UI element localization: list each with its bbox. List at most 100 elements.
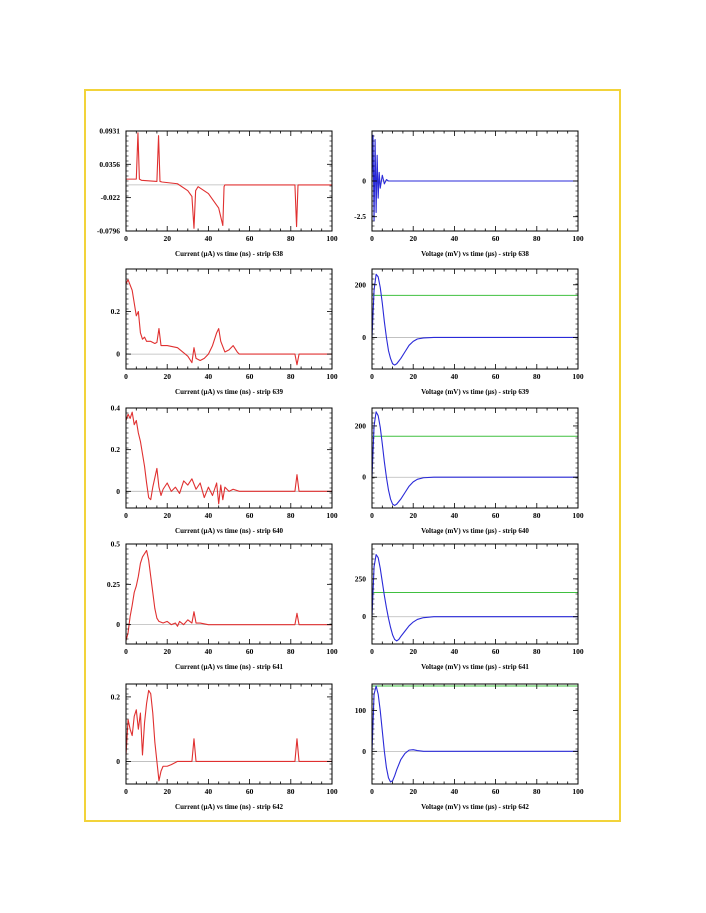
- x-tick-label: 0: [124, 647, 128, 656]
- y-tick-label: 0: [362, 473, 366, 482]
- series-line: [371, 554, 578, 642]
- plot-frame: [125, 683, 333, 785]
- y-tick-label: 0.0931: [99, 127, 120, 136]
- panel-caption: Voltage (mV) vs time (µs) - strip 639: [421, 388, 529, 396]
- x-tick-label: 0: [124, 511, 128, 520]
- x-tick-label: 20: [409, 234, 417, 243]
- y-tick-label: -0.0796: [97, 227, 120, 236]
- x-tick-label: 80: [533, 234, 541, 243]
- panel-10: 0 20 40 60 80 100 100 0 Voltage (mV) vs time (µs…: [355, 683, 584, 811]
- x-tick-label: 0: [370, 787, 374, 796]
- figure-frame: 0 20 40 60 80 100 0.0931 0.0356 -0.022 -0.0796 Cur…: [84, 89, 621, 822]
- x-tick-label: 0: [124, 372, 128, 381]
- y-tick-label: 0: [116, 757, 120, 766]
- waveform-figure: 0 20 40 60 80 100 0.0931 0.0356 -0.022 -0.0796 Cur…: [97, 127, 584, 812]
- x-tick-label: 100: [326, 234, 338, 243]
- x-tick-label: 60: [492, 511, 500, 520]
- y-tick-label: 0: [116, 350, 120, 359]
- series-line: [125, 411, 332, 505]
- x-tick-label: 80: [533, 372, 541, 381]
- y-tick-label: 0.25: [107, 580, 120, 589]
- y-tick-label: 0: [362, 612, 366, 621]
- y-tick-label: -0.022: [101, 193, 121, 202]
- x-tick-label: 80: [533, 787, 541, 796]
- x-tick-label: 0: [370, 647, 374, 656]
- x-tick-label: 0: [370, 511, 374, 520]
- panel-5: 0 20 40 60 80 100 0.4 0.2 0 Current (µA) vs time …: [111, 404, 338, 536]
- panel-caption: Voltage (mV) vs time (µs) - strip 638: [421, 250, 529, 258]
- panel-caption: Voltage (mV) vs time (µs) - strip 641: [421, 663, 529, 671]
- y-tick-label: 0.0356: [99, 160, 120, 169]
- x-tick-label: 20: [163, 511, 171, 520]
- x-tick-label: 0: [370, 372, 374, 381]
- x-tick-label: 60: [246, 234, 254, 243]
- panel-2: 0 20 40 60 80 100 0 -2.5 Voltage (mV) vs time (µ…: [354, 130, 584, 258]
- plot-frame: [371, 407, 579, 509]
- x-tick-label: 40: [205, 787, 213, 796]
- x-tick-label: 40: [451, 372, 459, 381]
- x-tick-label: 40: [451, 647, 459, 656]
- panel-caption: Current (µA) vs time (ns) - strip 640: [175, 527, 283, 535]
- x-tick-label: 80: [287, 787, 295, 796]
- x-tick-label: 20: [163, 647, 171, 656]
- x-tick-label: 60: [246, 372, 254, 381]
- panel-6: 0 20 40 60 80 100 200 0 Voltage (mV) vs time (µs…: [355, 407, 584, 535]
- plot-frame: [371, 683, 579, 785]
- series-line: [126, 132, 332, 229]
- x-tick-label: 100: [326, 787, 338, 796]
- x-tick-label: 20: [163, 234, 171, 243]
- x-tick-label: 80: [287, 647, 295, 656]
- y-tick-label: 0: [362, 747, 366, 756]
- y-tick-label: -2.5: [354, 212, 366, 221]
- x-tick-label: 40: [451, 511, 459, 520]
- x-tick-label: 100: [572, 647, 584, 656]
- series-line: [125, 689, 332, 782]
- y-tick-label: 0.2: [111, 445, 121, 454]
- y-tick-label: 200: [355, 280, 367, 289]
- x-tick-label: 40: [205, 372, 213, 381]
- panel-caption: Current (µA) vs time (ns) - strip 638: [175, 250, 283, 258]
- panel-8: 0 20 40 60 80 100 250 0 Voltage (mV) vs time (µs…: [355, 543, 584, 671]
- x-tick-label: 60: [246, 511, 254, 520]
- x-tick-label: 40: [205, 647, 213, 656]
- x-tick-label: 0: [124, 234, 128, 243]
- series-line: [371, 273, 578, 366]
- x-tick-label: 100: [326, 372, 338, 381]
- y-tick-label: 0.4: [111, 404, 121, 413]
- x-tick-label: 40: [205, 511, 213, 520]
- x-tick-label: 20: [163, 372, 171, 381]
- plot-frame: [371, 543, 579, 645]
- plot-frame: [125, 407, 333, 509]
- y-tick-label: 0: [116, 487, 120, 496]
- y-tick-label: 100: [355, 706, 367, 715]
- x-tick-label: 0: [370, 234, 374, 243]
- x-tick-label: 100: [572, 372, 584, 381]
- y-tick-label: 0: [362, 333, 366, 342]
- plot-frame: [371, 268, 579, 370]
- panel-caption: Current (µA) vs time (ns) - strip 642: [175, 803, 283, 811]
- x-tick-label: 20: [163, 787, 171, 796]
- series-line: [125, 549, 332, 641]
- panel-caption: Voltage (mV) vs time (µs) - strip 640: [421, 527, 529, 535]
- panel-caption: Current (µA) vs time (ns) - strip 639: [175, 388, 283, 396]
- y-tick-label: 0.5: [111, 540, 121, 549]
- x-tick-label: 80: [533, 647, 541, 656]
- x-tick-label: 80: [287, 372, 295, 381]
- panel-1: 0 20 40 60 80 100 0.0931 0.0356 -0.022 -0.0796 Cur…: [97, 127, 338, 259]
- series-line: [371, 685, 578, 783]
- y-tick-label: 200: [355, 421, 367, 430]
- x-tick-label: 0: [124, 787, 128, 796]
- panel-3: 0 20 40 60 80 100 0.2 0 Current (µA) vs time (ns…: [111, 268, 338, 396]
- panel-caption: Voltage (mV) vs time (µs) - strip 642: [421, 803, 529, 811]
- y-tick-label: 0: [362, 177, 366, 186]
- x-tick-label: 100: [572, 511, 584, 520]
- x-tick-label: 20: [409, 372, 417, 381]
- series-line: [125, 279, 332, 366]
- x-tick-label: 60: [246, 647, 254, 656]
- panel-7: 0 20 40 60 80 100 0.5 0.25 0 Current (µA) vs time…: [107, 540, 338, 672]
- x-tick-label: 60: [492, 372, 500, 381]
- x-tick-label: 60: [492, 234, 500, 243]
- y-tick-label: 0.2: [111, 692, 121, 701]
- x-tick-label: 100: [326, 511, 338, 520]
- panel-caption: Current (µA) vs time (ns) - strip 641: [175, 663, 283, 671]
